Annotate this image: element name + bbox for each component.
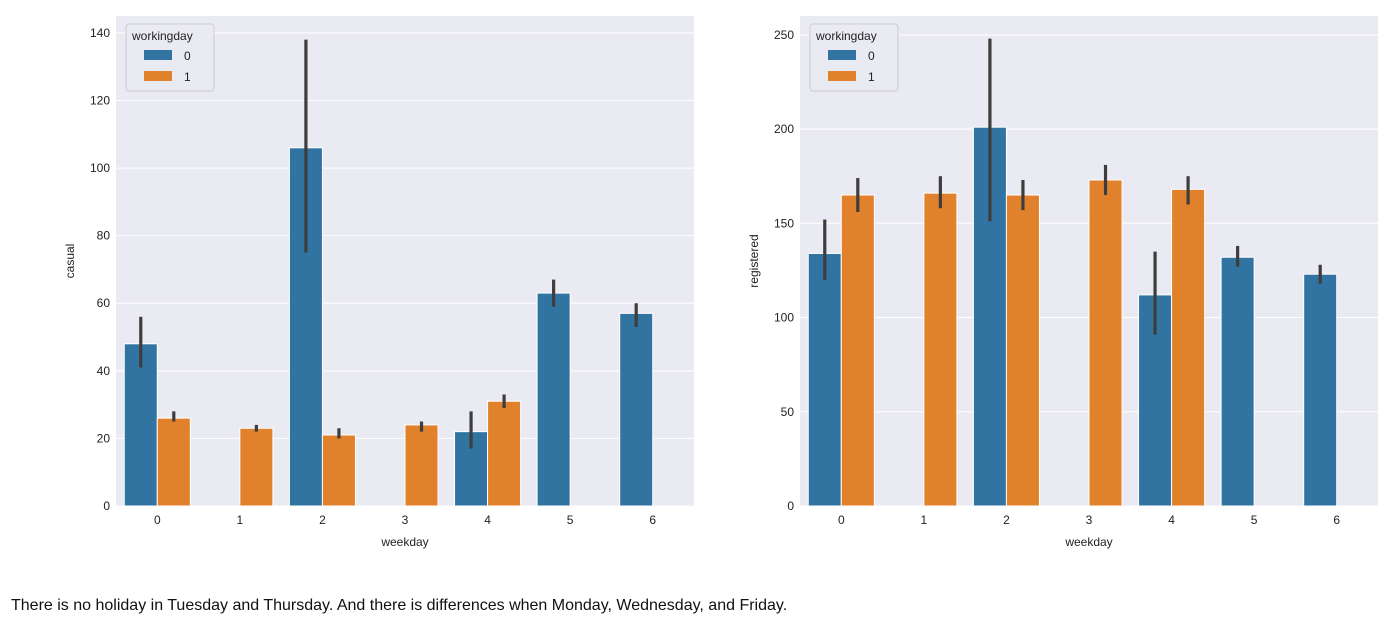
legend: workingday 0 1 — [809, 23, 899, 92]
y-tick-label: 150 — [774, 216, 794, 230]
y-tick-label: 60 — [97, 296, 111, 310]
y-axis-label: casual — [63, 244, 77, 279]
bar-workingday-1 — [487, 400, 522, 507]
x-tick-label: 3 — [402, 513, 409, 527]
bar-workingday-0 — [807, 252, 842, 507]
bar-workingday-1 — [239, 427, 274, 507]
x-tick-label: 4 — [484, 513, 491, 527]
y-tick-label: 200 — [774, 122, 794, 136]
bar-workingday-1 — [1088, 179, 1123, 507]
x-tick-label: 1 — [921, 513, 928, 527]
x-tick-label: 5 — [567, 513, 574, 527]
y-tick-label: 100 — [774, 311, 794, 325]
legend-swatch — [144, 71, 172, 81]
legend-swatch — [144, 50, 172, 60]
legend-label: 1 — [184, 70, 191, 84]
bar-workingday-0 — [536, 292, 571, 507]
legend-swatch — [828, 50, 856, 60]
y-tick-label: 100 — [90, 161, 110, 175]
x-axis-label: weekday — [380, 535, 428, 549]
legend-label: 0 — [184, 49, 191, 63]
y-axis-label: registered — [747, 234, 761, 287]
x-tick-label: 6 — [1333, 513, 1340, 527]
chart-0: 0 20 40 60 80 100 120 140 0 1 2 3 4 5 6 weekday casual wo… — [63, 16, 694, 549]
plot-background — [116, 16, 694, 506]
y-tick-label: 250 — [774, 28, 794, 42]
bar-workingday-1 — [1171, 188, 1206, 507]
bar-workingday-1 — [321, 434, 356, 507]
bar-workingday-1 — [840, 194, 875, 507]
bar-workingday-1 — [156, 417, 191, 507]
bar-workingday-0 — [1220, 256, 1255, 507]
x-tick-label: 4 — [1168, 513, 1175, 527]
bar-workingday-1 — [404, 424, 439, 507]
legend-swatch — [828, 71, 856, 81]
x-tick-label: 1 — [237, 513, 244, 527]
bar-workingday-1 — [1005, 194, 1040, 507]
legend-label: 0 — [868, 49, 875, 63]
y-tick-label: 20 — [97, 431, 111, 445]
x-tick-label: 2 — [1003, 513, 1010, 527]
bar-workingday-1 — [923, 192, 958, 507]
bar-workingday-0 — [619, 312, 654, 507]
y-tick-label: 140 — [90, 26, 110, 40]
chart-1: 0 50 100 150 200 250 0 1 2 3 4 5 6 weekday registered w… — [747, 16, 1378, 549]
legend-label: 1 — [868, 70, 875, 84]
caption-text: There is no holiday in Tuesday and Thurs… — [11, 597, 788, 614]
x-tick-label: 0 — [838, 513, 845, 527]
y-tick-label: 80 — [97, 229, 111, 243]
x-tick-label: 3 — [1086, 513, 1093, 527]
x-axis-label: weekday — [1064, 535, 1112, 549]
legend: workingday 0 1 — [125, 23, 215, 92]
x-tick-label: 0 — [154, 513, 161, 527]
bar-workingday-0 — [1303, 273, 1338, 507]
y-tick-label: 50 — [781, 405, 795, 419]
bar-workingday-0 — [123, 343, 158, 507]
bar-workingday-0 — [1138, 294, 1173, 507]
x-tick-label: 6 — [649, 513, 656, 527]
y-tick-label: 0 — [787, 499, 794, 513]
y-tick-label: 40 — [97, 364, 111, 378]
legend-title: workingday — [815, 29, 877, 43]
y-tick-label: 120 — [90, 93, 110, 107]
y-tick-label: 0 — [103, 499, 110, 513]
x-tick-label: 2 — [319, 513, 326, 527]
legend-title: workingday — [131, 29, 193, 43]
x-tick-label: 5 — [1251, 513, 1258, 527]
